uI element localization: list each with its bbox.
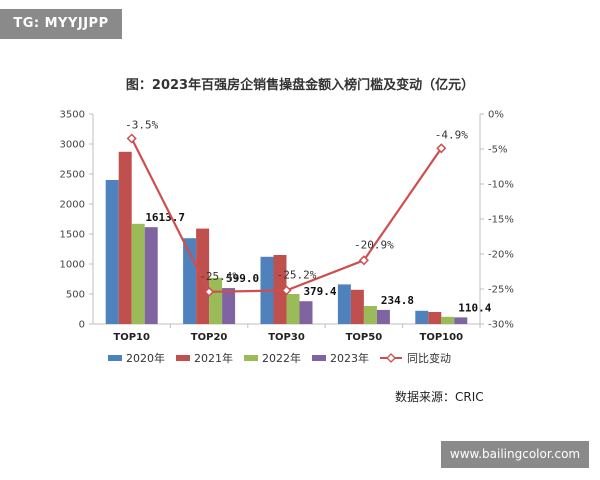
bar-2022年 (286, 294, 300, 324)
line-point (126, 133, 137, 144)
y-right-tick-label: -5% (488, 145, 507, 156)
bar-data-label: 234.8 (381, 294, 414, 307)
y-right-tick-label: -20% (488, 250, 514, 261)
line-point-label: -4.9% (435, 128, 468, 141)
y-left-tick-label: 2000 (60, 200, 85, 211)
x-category-label: TOP50 (346, 332, 383, 343)
legend-swatch-2023年 (312, 355, 326, 361)
legend-swatch-2020年 (108, 355, 122, 361)
bar-2021年 (196, 228, 210, 324)
source-note: 数据来源：CRIC (395, 390, 484, 404)
bar-2021年 (350, 289, 364, 324)
line-point (358, 255, 369, 266)
y-right-tick-label: -25% (488, 285, 514, 296)
bar-2021年 (428, 312, 442, 324)
bar-2023年 (144, 227, 158, 324)
bar-2023年 (376, 309, 390, 324)
x-category-label: TOP10 (113, 332, 150, 343)
y-left-tick-label: 1000 (60, 260, 85, 271)
y-right-tick-label: -10% (488, 180, 514, 191)
x-category-label: TOP100 (420, 332, 464, 343)
legend-label: 2023年 (330, 351, 369, 365)
bar-data-label: 1613.7 (145, 211, 185, 224)
line-point (436, 143, 447, 154)
x-category-label: TOP20 (191, 332, 228, 343)
bar-2020年 (337, 284, 351, 324)
y-right-tick-label: 0% (488, 110, 504, 121)
bar-2020年 (105, 180, 119, 324)
bar-2023年 (222, 288, 236, 324)
legend-label: 同比变动 (407, 351, 451, 365)
line-point-label: -20.9% (354, 238, 394, 251)
y-right-tick-label: -15% (488, 215, 514, 226)
x-category-label: TOP30 (268, 332, 305, 343)
bar-2022年 (363, 306, 377, 324)
y-left-tick-label: 3500 (60, 110, 85, 121)
chart-title: 图：2023年百强房企销售操盘金额入榜门槛及变动（亿元） (125, 78, 475, 93)
line-point (204, 286, 215, 297)
y-right-tick-label: -30% (488, 320, 514, 331)
watermark-top: TG: MYYJJPP (0, 9, 122, 39)
y-left-tick-label: 1500 (60, 230, 85, 241)
legend-swatch-2022年 (244, 355, 258, 361)
bar-data-label: 379.4 (303, 285, 336, 298)
legend-label: 2020年 (126, 351, 165, 365)
bar-2023年 (454, 317, 468, 324)
line-point-label: -25.4% (199, 270, 239, 283)
bar-2022年 (131, 223, 145, 324)
bar-2022年 (441, 316, 455, 324)
y-left-tick-label: 2500 (60, 170, 85, 181)
bar-data-label: 599.0 (226, 272, 259, 285)
bar-2022年 (209, 277, 223, 324)
watermark-bottom: www.bailingcolor.com (441, 441, 589, 468)
bar-2021年 (118, 151, 132, 324)
line-point-label: -3.5% (125, 119, 158, 132)
y-left-tick-label: 3000 (60, 140, 85, 151)
legend-swatch-2021年 (176, 355, 190, 361)
y-left-tick-label: 0 (79, 320, 85, 331)
legend-label: 2021年 (194, 351, 233, 365)
line-point (281, 285, 292, 296)
bar-data-label: 110.4 (458, 301, 491, 314)
bar-2020年 (415, 310, 429, 324)
bar-2023年 (299, 301, 313, 324)
legend-label: 2022年 (262, 351, 301, 365)
line-point-label: -25.2% (277, 268, 317, 281)
y-left-tick-label: 500 (66, 290, 85, 301)
legend-line-marker (386, 353, 396, 363)
